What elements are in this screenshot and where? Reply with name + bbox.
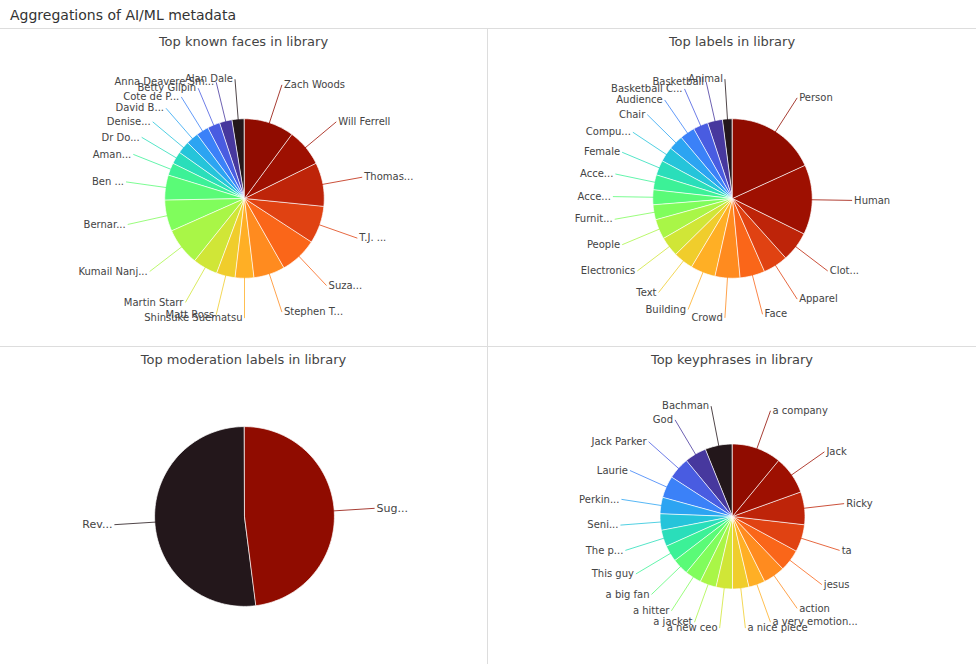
svg-text:action: action (799, 603, 830, 614)
svg-text:Human: Human (854, 195, 890, 206)
svg-text:Shinsuke Suematsu: Shinsuke Suematsu (144, 312, 242, 323)
svg-text:a company: a company (772, 405, 827, 416)
svg-text:Person: Person (799, 92, 833, 103)
svg-text:Basketball: Basketball (652, 76, 705, 87)
svg-text:Compu...: Compu... (586, 126, 631, 137)
svg-text:David B...: David B... (115, 102, 163, 113)
svg-text:a big fan: a big fan (606, 589, 650, 600)
html-text:Top labels in library: Top labels in library (668, 34, 796, 49)
svg-text:Text: Text (635, 287, 656, 298)
svg-text:Bachman: Bachman (662, 400, 709, 411)
svg-text:a very emotion...: a very emotion... (772, 616, 857, 627)
svg-text:Aman...: Aman... (92, 149, 131, 160)
svg-text:Denise...: Denise... (106, 116, 150, 127)
svg-text:Chair: Chair (619, 109, 646, 120)
svg-text:Ben ...: Ben ... (91, 176, 123, 187)
svg-text:Anna Deavere Sm...: Anna Deavere Sm... (114, 76, 214, 88)
svg-text:Kumail Nanj...: Kumail Nanj... (78, 266, 147, 277)
svg-text:Suza...: Suza... (328, 280, 362, 291)
svg-text:Electronics: Electronics (581, 265, 636, 276)
svg-text:a nice piece: a nice piece (747, 622, 808, 634)
html-text:Top moderation labels in libra: Top moderation labels in library (140, 352, 347, 367)
svg-text:Audience: Audience (616, 94, 662, 105)
svg-text:This guy: This guy (591, 568, 634, 579)
svg-text:Perkin...: Perkin... (579, 494, 619, 505)
svg-text:Clot...: Clot... (830, 265, 859, 276)
svg-text:Seni...: Seni... (587, 519, 618, 530)
svg-text:The p...: The p... (585, 545, 624, 556)
svg-text:Acce...: Acce... (578, 191, 611, 202)
svg-text:Cote de P...: Cote de P... (123, 91, 179, 102)
svg-text:Female: Female (584, 146, 620, 157)
svg-text:Laurie: Laurie (597, 465, 628, 476)
svg-text:Acce...: Acce... (580, 168, 613, 179)
svg-text:a new ceo: a new ceo (667, 622, 718, 633)
svg-text:Jack Parker: Jack Parker (591, 436, 648, 447)
svg-text:ta: ta (842, 545, 852, 556)
svg-text:jesus: jesus (823, 579, 850, 590)
svg-text:Animal: Animal (688, 73, 723, 85)
svg-text:Rev...: Rev... (82, 518, 112, 531)
svg-text:Bernar...: Bernar... (83, 219, 125, 230)
svg-text:Furnit...: Furnit... (575, 213, 613, 224)
svg-text:Building: Building (645, 304, 686, 315)
svg-text:Thomas...: Thomas... (363, 171, 413, 182)
svg-text:Dr Do...: Dr Do... (101, 132, 139, 143)
svg-text:Betty Gilpin: Betty Gilpin (136, 82, 196, 94)
svg-text:Martin Starr: Martin Starr (123, 297, 183, 308)
svg-text:T.J. ...: T.J. ... (358, 232, 386, 243)
svg-text:Sug...: Sug... (376, 502, 407, 515)
html-text:Top keyphrases in library: Top keyphrases in library (650, 352, 814, 367)
svg-text:Jack: Jack (825, 446, 847, 457)
svg-text:Stephen T...: Stephen T... (283, 306, 342, 317)
svg-text:Will Ferrell: Will Ferrell (338, 116, 390, 127)
svg-text:People: People (587, 239, 620, 250)
html-text:Aggregations of AI/ML metadata: Aggregations of AI/ML metadata (10, 7, 236, 23)
svg-text:Zach Woods: Zach Woods (283, 79, 344, 90)
svg-text:a hitter: a hitter (633, 605, 670, 616)
svg-text:Basketball C...: Basketball C... (611, 83, 682, 94)
svg-text:Ricky: Ricky (846, 498, 873, 509)
html-text:Top known faces in library: Top known faces in library (158, 34, 329, 49)
svg-text:Face: Face (765, 308, 788, 319)
svg-text:God: God (653, 414, 673, 425)
svg-text:Apparel: Apparel (799, 293, 838, 304)
svg-text:Crowd: Crowd (691, 312, 723, 323)
